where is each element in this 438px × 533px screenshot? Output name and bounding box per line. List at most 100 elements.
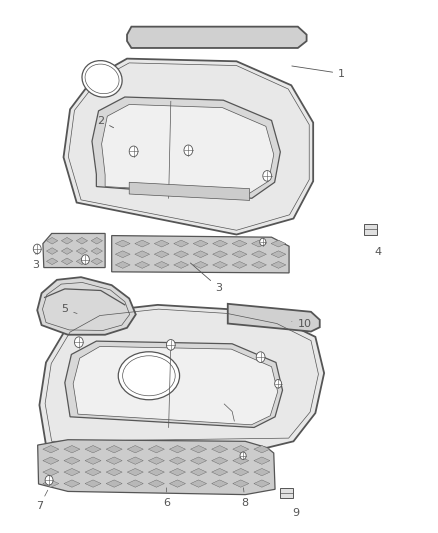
Polygon shape — [91, 258, 102, 265]
Polygon shape — [193, 240, 208, 247]
Polygon shape — [76, 237, 88, 244]
Polygon shape — [191, 469, 207, 476]
Polygon shape — [127, 480, 143, 487]
Polygon shape — [154, 251, 169, 257]
Polygon shape — [212, 457, 228, 464]
Polygon shape — [64, 480, 80, 487]
Polygon shape — [254, 469, 270, 476]
Text: 9: 9 — [292, 508, 299, 518]
Polygon shape — [191, 446, 207, 453]
Ellipse shape — [118, 352, 180, 400]
Polygon shape — [61, 237, 73, 244]
Polygon shape — [135, 262, 150, 268]
Polygon shape — [212, 480, 228, 487]
Polygon shape — [64, 446, 80, 453]
Polygon shape — [106, 457, 122, 464]
Bar — [280, 488, 293, 498]
Polygon shape — [135, 251, 150, 257]
Polygon shape — [127, 457, 143, 464]
Polygon shape — [85, 457, 101, 464]
Polygon shape — [76, 248, 88, 254]
Polygon shape — [232, 251, 247, 257]
Polygon shape — [106, 446, 122, 453]
Polygon shape — [115, 240, 130, 247]
Circle shape — [184, 145, 193, 156]
Polygon shape — [213, 251, 227, 257]
Circle shape — [129, 146, 138, 157]
Circle shape — [256, 352, 265, 362]
Circle shape — [45, 475, 53, 485]
Polygon shape — [38, 440, 275, 495]
Circle shape — [240, 452, 246, 459]
Polygon shape — [127, 446, 143, 453]
Polygon shape — [85, 446, 101, 453]
Polygon shape — [43, 233, 105, 268]
Polygon shape — [85, 480, 101, 487]
Polygon shape — [251, 240, 266, 247]
Polygon shape — [43, 469, 59, 476]
Polygon shape — [64, 469, 80, 476]
Polygon shape — [174, 262, 188, 268]
Text: 7: 7 — [36, 490, 48, 511]
Circle shape — [166, 340, 175, 350]
Polygon shape — [154, 262, 169, 268]
Polygon shape — [251, 251, 266, 257]
Polygon shape — [37, 277, 136, 335]
Text: 4: 4 — [374, 247, 381, 257]
Polygon shape — [92, 97, 280, 198]
Polygon shape — [233, 457, 249, 464]
Text: 2: 2 — [97, 116, 113, 128]
Text: 5: 5 — [61, 304, 77, 314]
Polygon shape — [193, 262, 208, 268]
Polygon shape — [61, 248, 73, 254]
Polygon shape — [148, 469, 164, 476]
Circle shape — [81, 255, 89, 264]
Polygon shape — [228, 304, 320, 332]
Polygon shape — [254, 480, 270, 487]
Polygon shape — [64, 59, 313, 235]
Polygon shape — [43, 446, 59, 453]
Polygon shape — [213, 262, 227, 268]
Polygon shape — [39, 305, 324, 452]
Polygon shape — [254, 457, 270, 464]
Polygon shape — [193, 251, 208, 257]
Polygon shape — [154, 240, 169, 247]
Polygon shape — [233, 469, 249, 476]
Bar — [364, 224, 377, 235]
Polygon shape — [46, 258, 58, 265]
Text: 1: 1 — [292, 66, 345, 78]
Polygon shape — [129, 182, 250, 200]
Polygon shape — [85, 469, 101, 476]
Polygon shape — [91, 237, 102, 244]
Polygon shape — [106, 480, 122, 487]
Circle shape — [275, 379, 282, 388]
Polygon shape — [254, 446, 270, 453]
Text: 6: 6 — [163, 488, 170, 507]
Circle shape — [74, 337, 83, 348]
Polygon shape — [46, 237, 58, 244]
Text: 3: 3 — [191, 263, 223, 293]
Polygon shape — [102, 104, 274, 195]
Polygon shape — [148, 457, 164, 464]
Polygon shape — [106, 469, 122, 476]
Polygon shape — [233, 480, 249, 487]
Text: 10: 10 — [292, 319, 311, 329]
Polygon shape — [271, 251, 286, 257]
Polygon shape — [213, 240, 227, 247]
Polygon shape — [61, 258, 73, 265]
Polygon shape — [115, 251, 130, 257]
Circle shape — [33, 244, 41, 254]
Polygon shape — [170, 469, 185, 476]
Circle shape — [260, 238, 266, 246]
Polygon shape — [64, 457, 80, 464]
Polygon shape — [233, 446, 249, 453]
Polygon shape — [43, 480, 59, 487]
Polygon shape — [212, 446, 228, 453]
Polygon shape — [46, 248, 58, 254]
Polygon shape — [174, 251, 188, 257]
Text: 3: 3 — [32, 253, 39, 270]
Polygon shape — [76, 258, 88, 265]
Polygon shape — [271, 240, 286, 247]
Text: 8: 8 — [242, 488, 249, 507]
Polygon shape — [91, 248, 102, 254]
